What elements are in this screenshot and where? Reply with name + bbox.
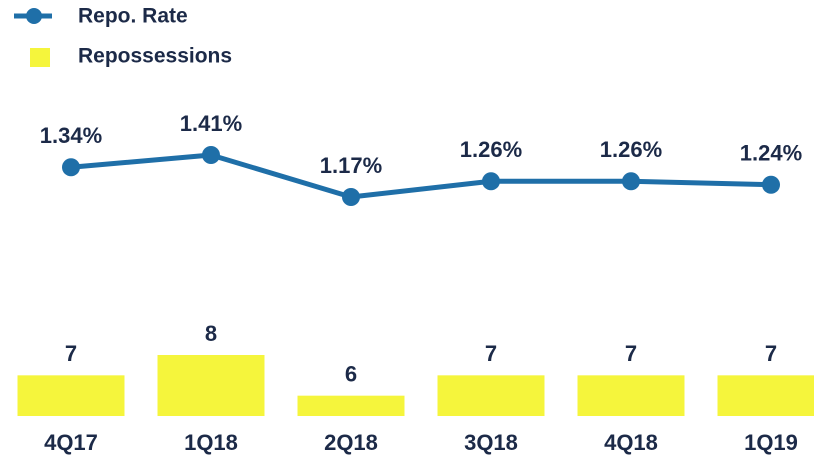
data-label: 8 [205,321,217,346]
x-tick-label: 3Q18 [464,430,518,455]
data-label: 6 [345,361,357,386]
data-label: 1.26% [600,137,662,162]
bar [297,395,405,416]
line-marker [62,158,80,177]
data-label: 7 [765,341,777,366]
data-label: 1.41% [180,111,242,136]
line-marker [202,146,220,164]
data-label: 7 [625,341,637,366]
bar [577,375,685,416]
x-tick-label: 1Q18 [184,430,238,455]
line-marker [482,172,500,191]
bar [437,375,545,416]
data-label: 7 [65,341,77,366]
legend-marker-icon [26,8,42,24]
x-tick-label: 4Q18 [604,430,658,455]
data-label: 1.34% [40,123,102,148]
data-label: 1.24% [740,141,802,166]
line-marker [622,172,640,191]
bar [717,375,814,416]
x-tick-label: 2Q18 [324,430,378,455]
bar [157,355,265,416]
legend-bar-icon [30,48,50,67]
legend-label: Repo. Rate [78,5,188,28]
line-marker [762,175,780,194]
data-label: 7 [485,341,497,366]
bar [17,375,125,416]
x-tick-label: 4Q17 [44,430,98,455]
legend-label: Repossessions [78,45,232,68]
x-tick-label: 1Q19 [744,430,798,455]
legend: Repo. Rate Repossessions [14,5,232,68]
line-marker [342,188,360,206]
data-label: 1.17% [320,153,382,178]
data-label: 1.26% [460,137,522,162]
line [70,152,772,200]
